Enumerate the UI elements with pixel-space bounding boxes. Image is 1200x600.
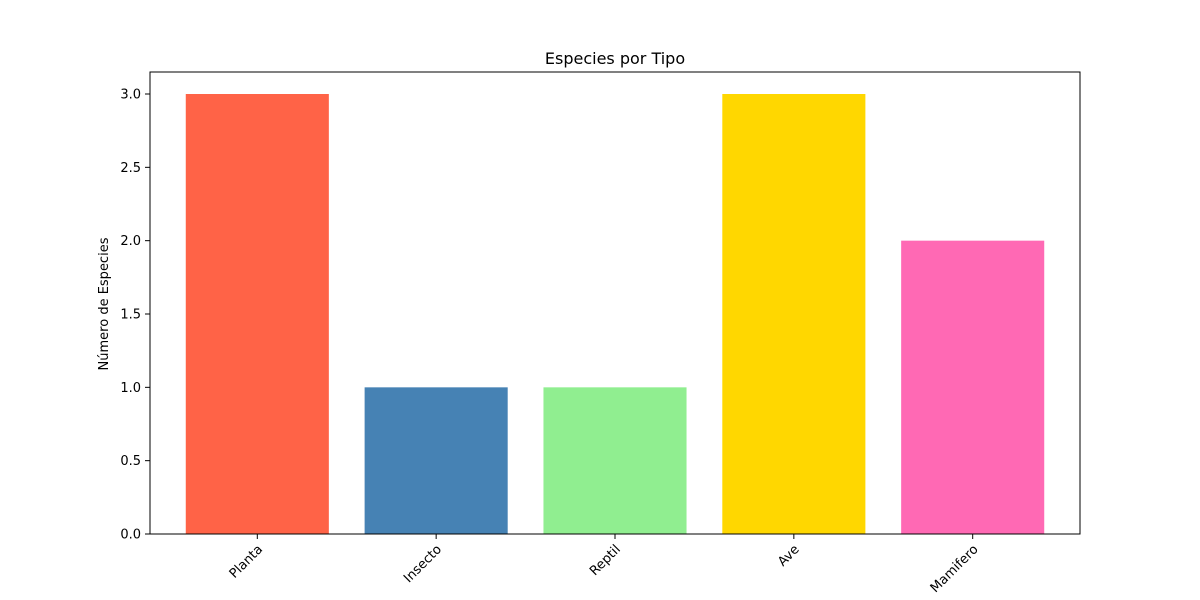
x-tick-label: Planta [227, 542, 266, 581]
y-tick-label: 2.5 [120, 161, 141, 176]
plot-frame [149, 71, 1081, 535]
y-tick-label: 1.5 [120, 308, 141, 323]
y-tick-label: 1.0 [120, 381, 141, 396]
y-axis-ticks: 0.0 0.5 1.0 1.5 2.0 2.5 3.0 [120, 88, 150, 543]
bars-group [185, 94, 1045, 534]
bar-ave [722, 94, 866, 534]
bar-reptil [543, 387, 687, 534]
y-tick-label: 0.0 [120, 528, 141, 543]
x-tick-label: Insecto [401, 542, 445, 586]
x-tick-label: Reptil [587, 542, 624, 579]
y-tick-label: 2.0 [120, 234, 141, 249]
bar-insecto [364, 387, 508, 534]
y-axis-label: Número de Especies [97, 237, 112, 370]
y-tick-label: 0.5 [120, 454, 141, 469]
x-tick-label: Mamifero [928, 542, 982, 596]
x-tick-label: Ave [775, 542, 802, 569]
bar-planta [185, 94, 329, 534]
y-tick-label: 3.0 [120, 88, 141, 103]
bar-mamifero [901, 240, 1045, 534]
x-axis-ticks: Planta Insecto Reptil Ave Mamifero [227, 534, 982, 596]
chart-title: Especies por Tipo [545, 49, 685, 68]
